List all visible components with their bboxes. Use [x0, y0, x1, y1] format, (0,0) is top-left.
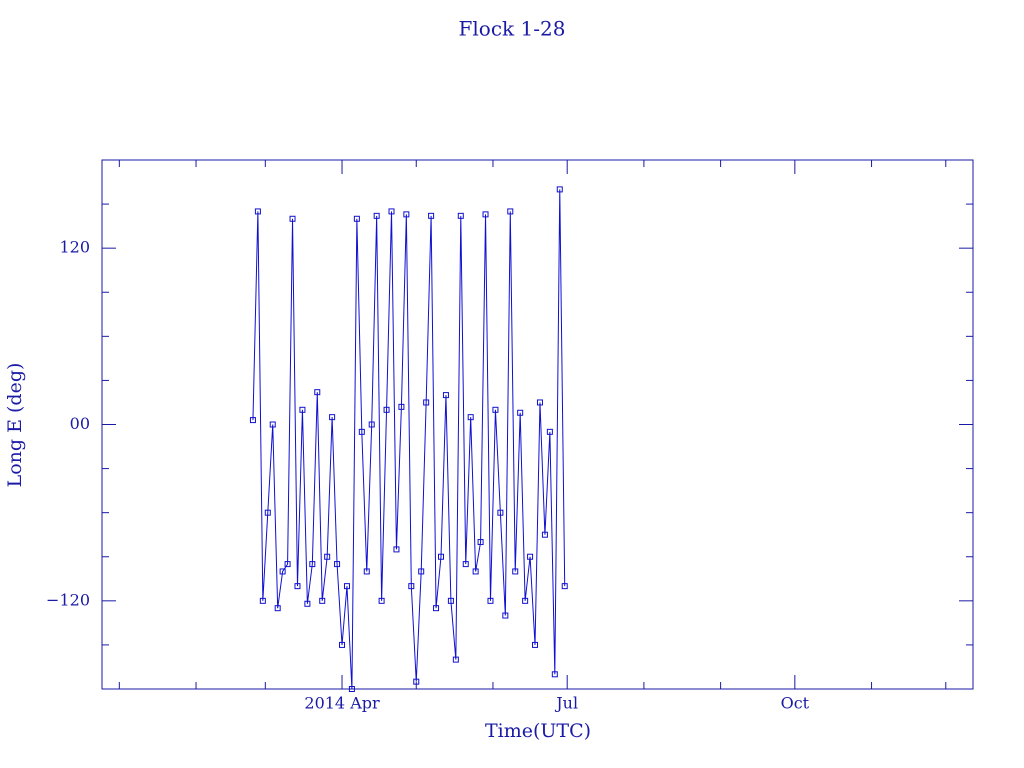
point-marker	[309, 561, 316, 568]
point-marker	[249, 417, 256, 424]
point-marker	[348, 686, 355, 692]
point-marker	[264, 509, 271, 516]
point-marker	[329, 414, 336, 421]
point-marker	[393, 546, 400, 553]
point-marker	[462, 561, 469, 568]
point-marker	[299, 406, 306, 413]
point-marker	[319, 597, 326, 604]
point-marker	[353, 215, 360, 222]
point-marker	[442, 392, 449, 399]
point-marker	[259, 597, 266, 604]
point-marker	[477, 539, 484, 546]
y-tick-label: 120	[59, 238, 90, 257]
point-marker	[447, 597, 454, 604]
x-axis-label: Time(UTC)	[485, 720, 591, 742]
point-marker	[433, 605, 440, 612]
y-axis-label: Long E (deg)	[4, 363, 26, 488]
point-marker	[373, 212, 380, 219]
point-marker	[334, 561, 341, 568]
point-marker	[467, 414, 474, 421]
point-marker	[546, 428, 553, 435]
point-marker	[279, 568, 286, 575]
point-marker	[274, 605, 281, 612]
point-marker	[556, 186, 563, 193]
point-marker	[487, 597, 494, 604]
point-marker	[457, 212, 464, 219]
point-marker	[423, 399, 430, 406]
point-marker	[358, 428, 365, 435]
point-marker	[339, 641, 346, 648]
x-tick-label: Oct	[781, 694, 810, 713]
point-marker	[343, 583, 350, 590]
point-marker	[383, 406, 390, 413]
point-marker	[512, 568, 519, 575]
point-marker	[304, 600, 311, 607]
y-tick-label: 00	[70, 414, 90, 433]
point-marker	[403, 211, 410, 218]
point-marker	[452, 656, 459, 663]
point-marker	[517, 409, 524, 416]
point-marker	[314, 389, 321, 396]
point-marker	[482, 211, 489, 218]
point-marker	[418, 568, 425, 575]
x-tick-label: 2014 Apr	[304, 694, 380, 713]
point-marker	[428, 212, 435, 219]
chart-title: Flock 1-28	[459, 17, 566, 41]
point-marker	[472, 568, 479, 575]
point-marker	[497, 509, 504, 516]
point-marker	[378, 597, 385, 604]
plot-frame	[101, 159, 974, 690]
point-marker	[522, 597, 529, 604]
point-marker	[507, 208, 514, 215]
point-marker	[408, 583, 415, 590]
point-marker	[527, 553, 534, 560]
point-marker	[532, 641, 539, 648]
point-marker	[561, 583, 568, 590]
point-marker	[294, 583, 301, 590]
point-marker	[363, 568, 370, 575]
point-marker	[284, 561, 291, 568]
point-marker	[492, 406, 499, 413]
point-marker	[536, 399, 543, 406]
series-line	[252, 189, 566, 690]
y-tick-label: −120	[46, 590, 90, 609]
point-marker	[269, 421, 276, 428]
point-marker	[388, 208, 395, 215]
point-marker	[437, 553, 444, 560]
point-marker	[413, 678, 420, 685]
point-marker	[368, 421, 375, 428]
x-tick-label: Jul	[554, 694, 578, 713]
point-marker	[502, 612, 509, 619]
point-marker	[324, 553, 331, 560]
point-marker	[551, 671, 558, 678]
point-marker	[398, 403, 405, 410]
point-marker	[541, 531, 548, 538]
point-marker	[289, 215, 296, 222]
point-marker	[254, 208, 261, 215]
